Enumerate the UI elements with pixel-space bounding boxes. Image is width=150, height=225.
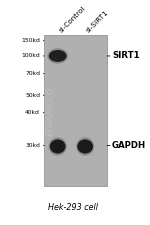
- Text: si-SIRT1: si-SIRT1: [85, 10, 110, 34]
- Ellipse shape: [49, 50, 67, 62]
- Ellipse shape: [49, 137, 67, 156]
- Text: Hek-293 cell: Hek-293 cell: [48, 203, 98, 212]
- Text: 30kd: 30kd: [25, 143, 40, 148]
- Ellipse shape: [76, 137, 94, 156]
- Text: SIRT1: SIRT1: [112, 52, 140, 61]
- Ellipse shape: [50, 140, 66, 154]
- Ellipse shape: [77, 140, 93, 154]
- Text: 50kd: 50kd: [25, 93, 40, 98]
- Text: 40kd: 40kd: [25, 110, 40, 115]
- Text: 70kd: 70kd: [25, 71, 40, 76]
- Text: PTGAAB.CO: PTGAAB.CO: [45, 87, 54, 136]
- Text: si-Control: si-Control: [58, 6, 86, 34]
- FancyBboxPatch shape: [44, 35, 107, 186]
- Ellipse shape: [47, 48, 68, 64]
- Text: GAPDH: GAPDH: [112, 141, 146, 150]
- Text: 150kd: 150kd: [21, 38, 40, 43]
- Text: 100kd: 100kd: [21, 54, 40, 58]
